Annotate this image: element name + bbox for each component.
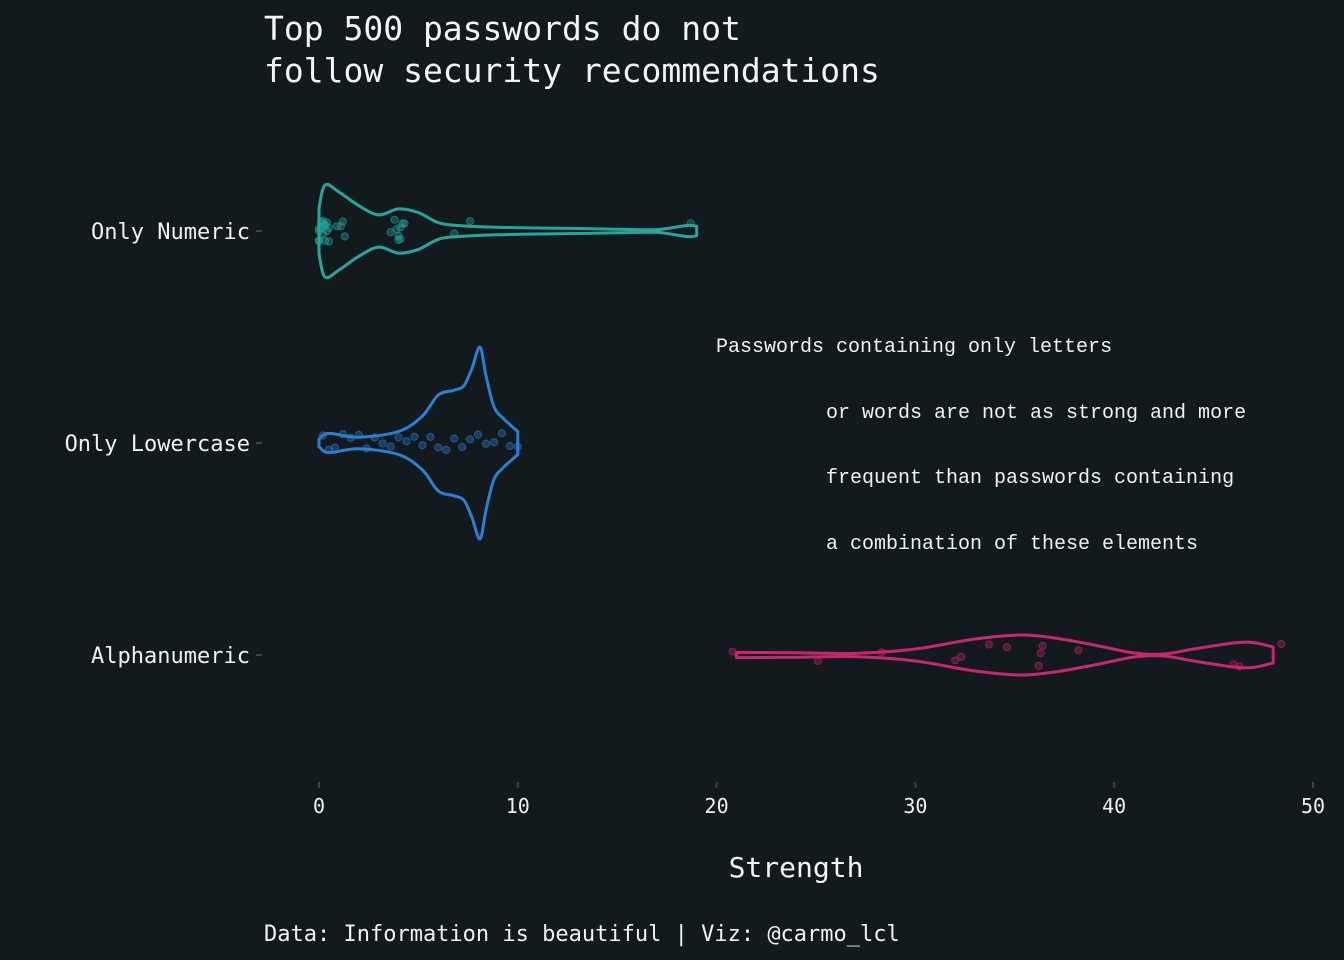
chart-title-line-2: follow security recommendations <box>264 51 880 90</box>
data-point <box>410 432 419 441</box>
data-point <box>481 439 491 448</box>
data-point <box>370 433 379 442</box>
data-point <box>378 439 387 448</box>
jitter-points <box>314 215 1286 671</box>
data-point <box>473 430 483 439</box>
data-point <box>346 433 355 442</box>
violins <box>317 182 1275 677</box>
data-point <box>465 216 475 226</box>
data-point <box>354 430 363 440</box>
data-point <box>489 438 499 447</box>
x-tick-label: 0 <box>313 794 325 818</box>
x-tick-label: 20 <box>705 794 729 818</box>
data-point <box>386 442 395 451</box>
data-point <box>418 441 427 450</box>
x-axis-label: Strength <box>729 851 864 884</box>
data-point <box>877 648 886 657</box>
data-point <box>728 647 737 656</box>
data-point <box>465 435 475 444</box>
data-point <box>1036 649 1045 658</box>
data-point <box>1002 643 1011 652</box>
data-point <box>1074 646 1083 655</box>
data-point <box>396 223 405 232</box>
data-point <box>813 656 823 666</box>
data-point <box>386 228 395 237</box>
data-point <box>402 437 411 446</box>
data-point <box>390 215 399 224</box>
data-point <box>318 431 328 440</box>
data-point <box>458 442 467 452</box>
data-point <box>984 640 994 649</box>
annotation-line-2: or words are not as strong and more <box>826 402 1246 425</box>
data-point <box>340 232 349 241</box>
category-label-only-lowercase: Only Lowercase <box>65 432 250 457</box>
annotation-line-3: frequent than passwords containing <box>826 467 1234 490</box>
data-point <box>338 430 347 439</box>
violin-alphanumeric <box>735 633 1275 677</box>
data-point <box>1038 641 1047 650</box>
data-point <box>324 445 334 454</box>
data-point <box>1235 662 1244 671</box>
data-point <box>1277 639 1286 649</box>
data-point <box>686 219 695 228</box>
data-point <box>951 656 960 665</box>
data-point <box>338 217 347 226</box>
data-point <box>442 445 451 454</box>
data-point <box>330 443 340 452</box>
data-point <box>497 429 506 438</box>
x-tick-label: 50 <box>1301 794 1325 818</box>
data-point <box>332 222 341 231</box>
x-tick-label: 40 <box>1102 794 1126 818</box>
data-point <box>513 442 522 451</box>
data-point <box>320 221 330 230</box>
data-point <box>324 237 334 246</box>
data-point <box>1229 660 1238 669</box>
x-tick-label: 10 <box>506 794 530 818</box>
category-label-alphanumeric: Alphanumeric <box>91 644 250 669</box>
violin-only-lowercase <box>317 345 520 541</box>
data-point <box>505 441 514 451</box>
data-point <box>434 443 443 452</box>
data-point <box>1034 661 1043 670</box>
chart-title-line-1: Top 500 passwords do not <box>264 9 741 48</box>
violin-only-numeric <box>317 182 699 280</box>
category-label-only-numeric: Only Numeric <box>91 220 250 245</box>
data-point <box>362 444 371 453</box>
data-point <box>314 236 324 246</box>
data-point <box>957 652 966 661</box>
data-point <box>450 434 459 443</box>
data-point <box>450 229 459 238</box>
x-tick-label: 30 <box>903 794 927 818</box>
caption: Data: Information is beautiful | Viz: @c… <box>264 922 900 947</box>
annotation-line-4: a combination of these elements <box>826 533 1198 556</box>
data-point <box>394 433 403 442</box>
x-axis-ticks: 0 10 20 30 40 50 <box>256 230 1325 818</box>
annotation-line-1: Passwords containing only letters <box>716 336 1112 359</box>
data-point <box>394 231 403 241</box>
data-point <box>426 432 435 441</box>
